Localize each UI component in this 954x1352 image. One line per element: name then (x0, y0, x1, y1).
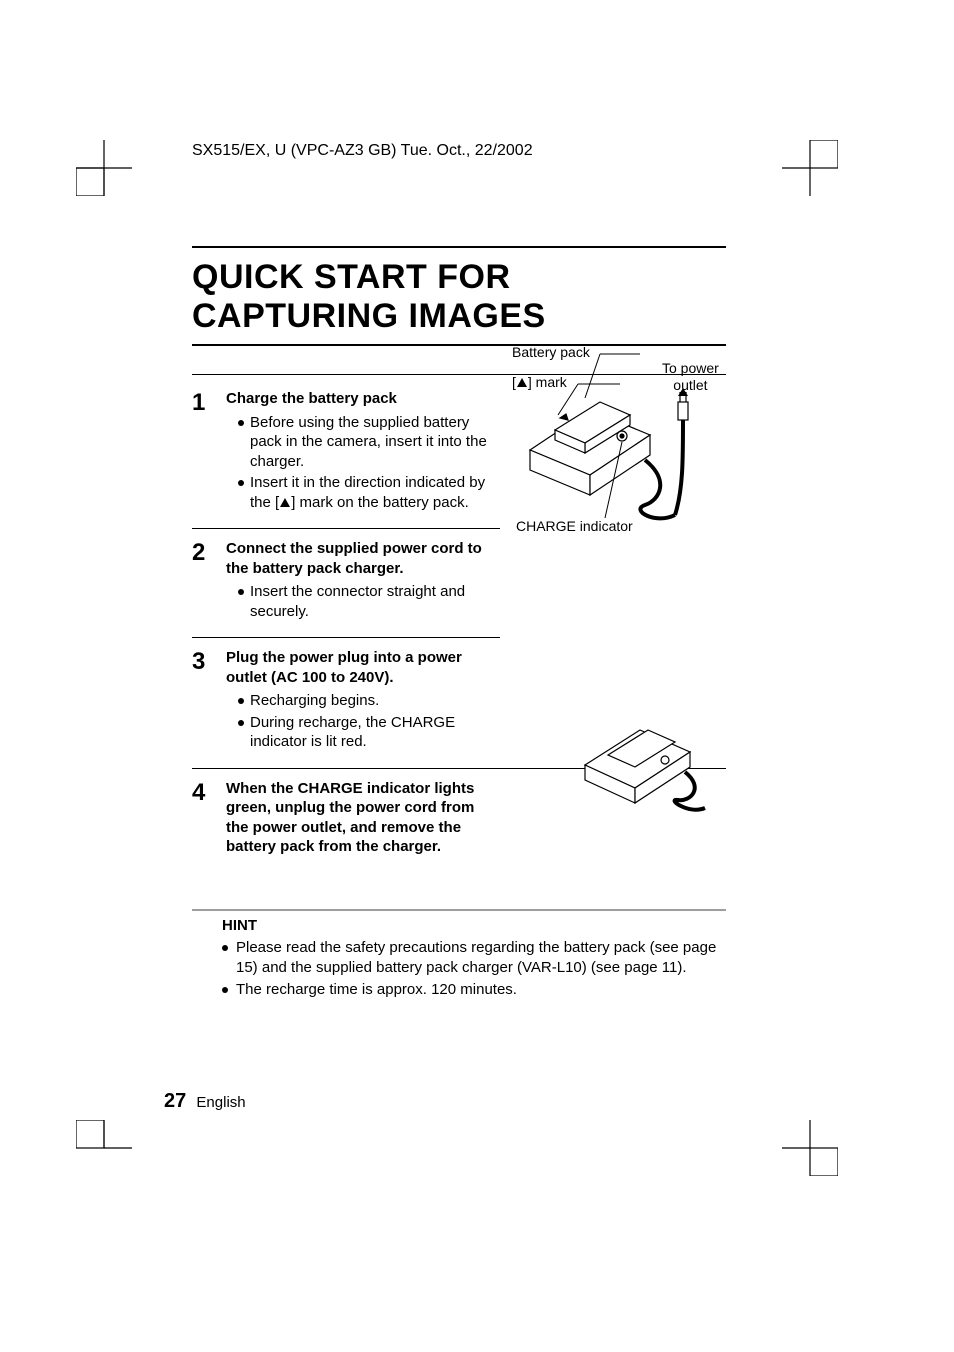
crop-mark-br (782, 1120, 838, 1176)
page-lang: English (196, 1094, 245, 1111)
hint-divider (192, 909, 726, 911)
step-number: 1 (192, 389, 226, 514)
charger-diagram: Battery pack [] mark To poweroutlet CHAR… (510, 340, 730, 550)
step-heading: Plug the power plug into a power outlet … (226, 648, 500, 687)
label-to-power: To poweroutlet (662, 360, 719, 394)
step-bullet: During recharge, the CHARGE indicator is… (238, 713, 500, 752)
hint-item: The recharge time is approx. 120 minutes… (222, 980, 726, 1000)
page-number: 27 (164, 1090, 186, 1112)
step-number: 2 (192, 539, 226, 623)
hint-title: HINT (222, 917, 726, 934)
divider (192, 637, 500, 638)
label-battery-pack: Battery pack (512, 344, 590, 360)
crop-mark-bl (76, 1120, 132, 1176)
hint-item: Please read the safety precautions regar… (222, 938, 726, 979)
step-heading: Charge the battery pack (226, 389, 500, 409)
step-1: 1 Charge the battery pack Before using t… (192, 385, 500, 522)
step-2: 2 Connect the supplied power cord to the… (192, 535, 500, 631)
doc-header: SX515/EX, U (VPC-AZ3 GB) Tue. Oct., 22/2… (192, 142, 533, 160)
step-bullet: Before using the supplied battery pack i… (238, 413, 500, 472)
crop-mark-tl (76, 140, 132, 196)
charger-small-icon (570, 700, 710, 820)
step-bullet: Recharging begins. (238, 691, 500, 711)
step-3: 3 Plug the power plug into a power outle… (192, 644, 500, 762)
step-4: 4 When the CHARGE indicator lights green… (192, 775, 500, 869)
crop-mark-tr (782, 140, 838, 196)
step-number: 3 (192, 648, 226, 754)
step-bullet: Insert the connector straight and secure… (238, 582, 500, 621)
step-heading: Connect the supplied power cord to the b… (226, 539, 500, 578)
title-block: QUICK START FOR CAPTURING IMAGES (192, 246, 726, 346)
step-heading: When the CHARGE indicator lights green, … (226, 779, 500, 857)
triangle-up-icon (517, 378, 527, 387)
page-title: QUICK START FOR CAPTURING IMAGES (192, 258, 726, 336)
page-footer: 27 English (164, 1090, 246, 1113)
step-number: 4 (192, 779, 226, 861)
charger-small-diagram (570, 700, 710, 820)
label-charge-indicator: CHARGE indicator (516, 518, 633, 534)
divider (192, 528, 500, 529)
triangle-up-icon (280, 498, 290, 507)
hint-list: Please read the safety precautions regar… (192, 938, 726, 1001)
label-triangle-mark: [] mark (512, 374, 567, 390)
step-bullet: Insert it in the direction indicated by … (238, 473, 500, 512)
